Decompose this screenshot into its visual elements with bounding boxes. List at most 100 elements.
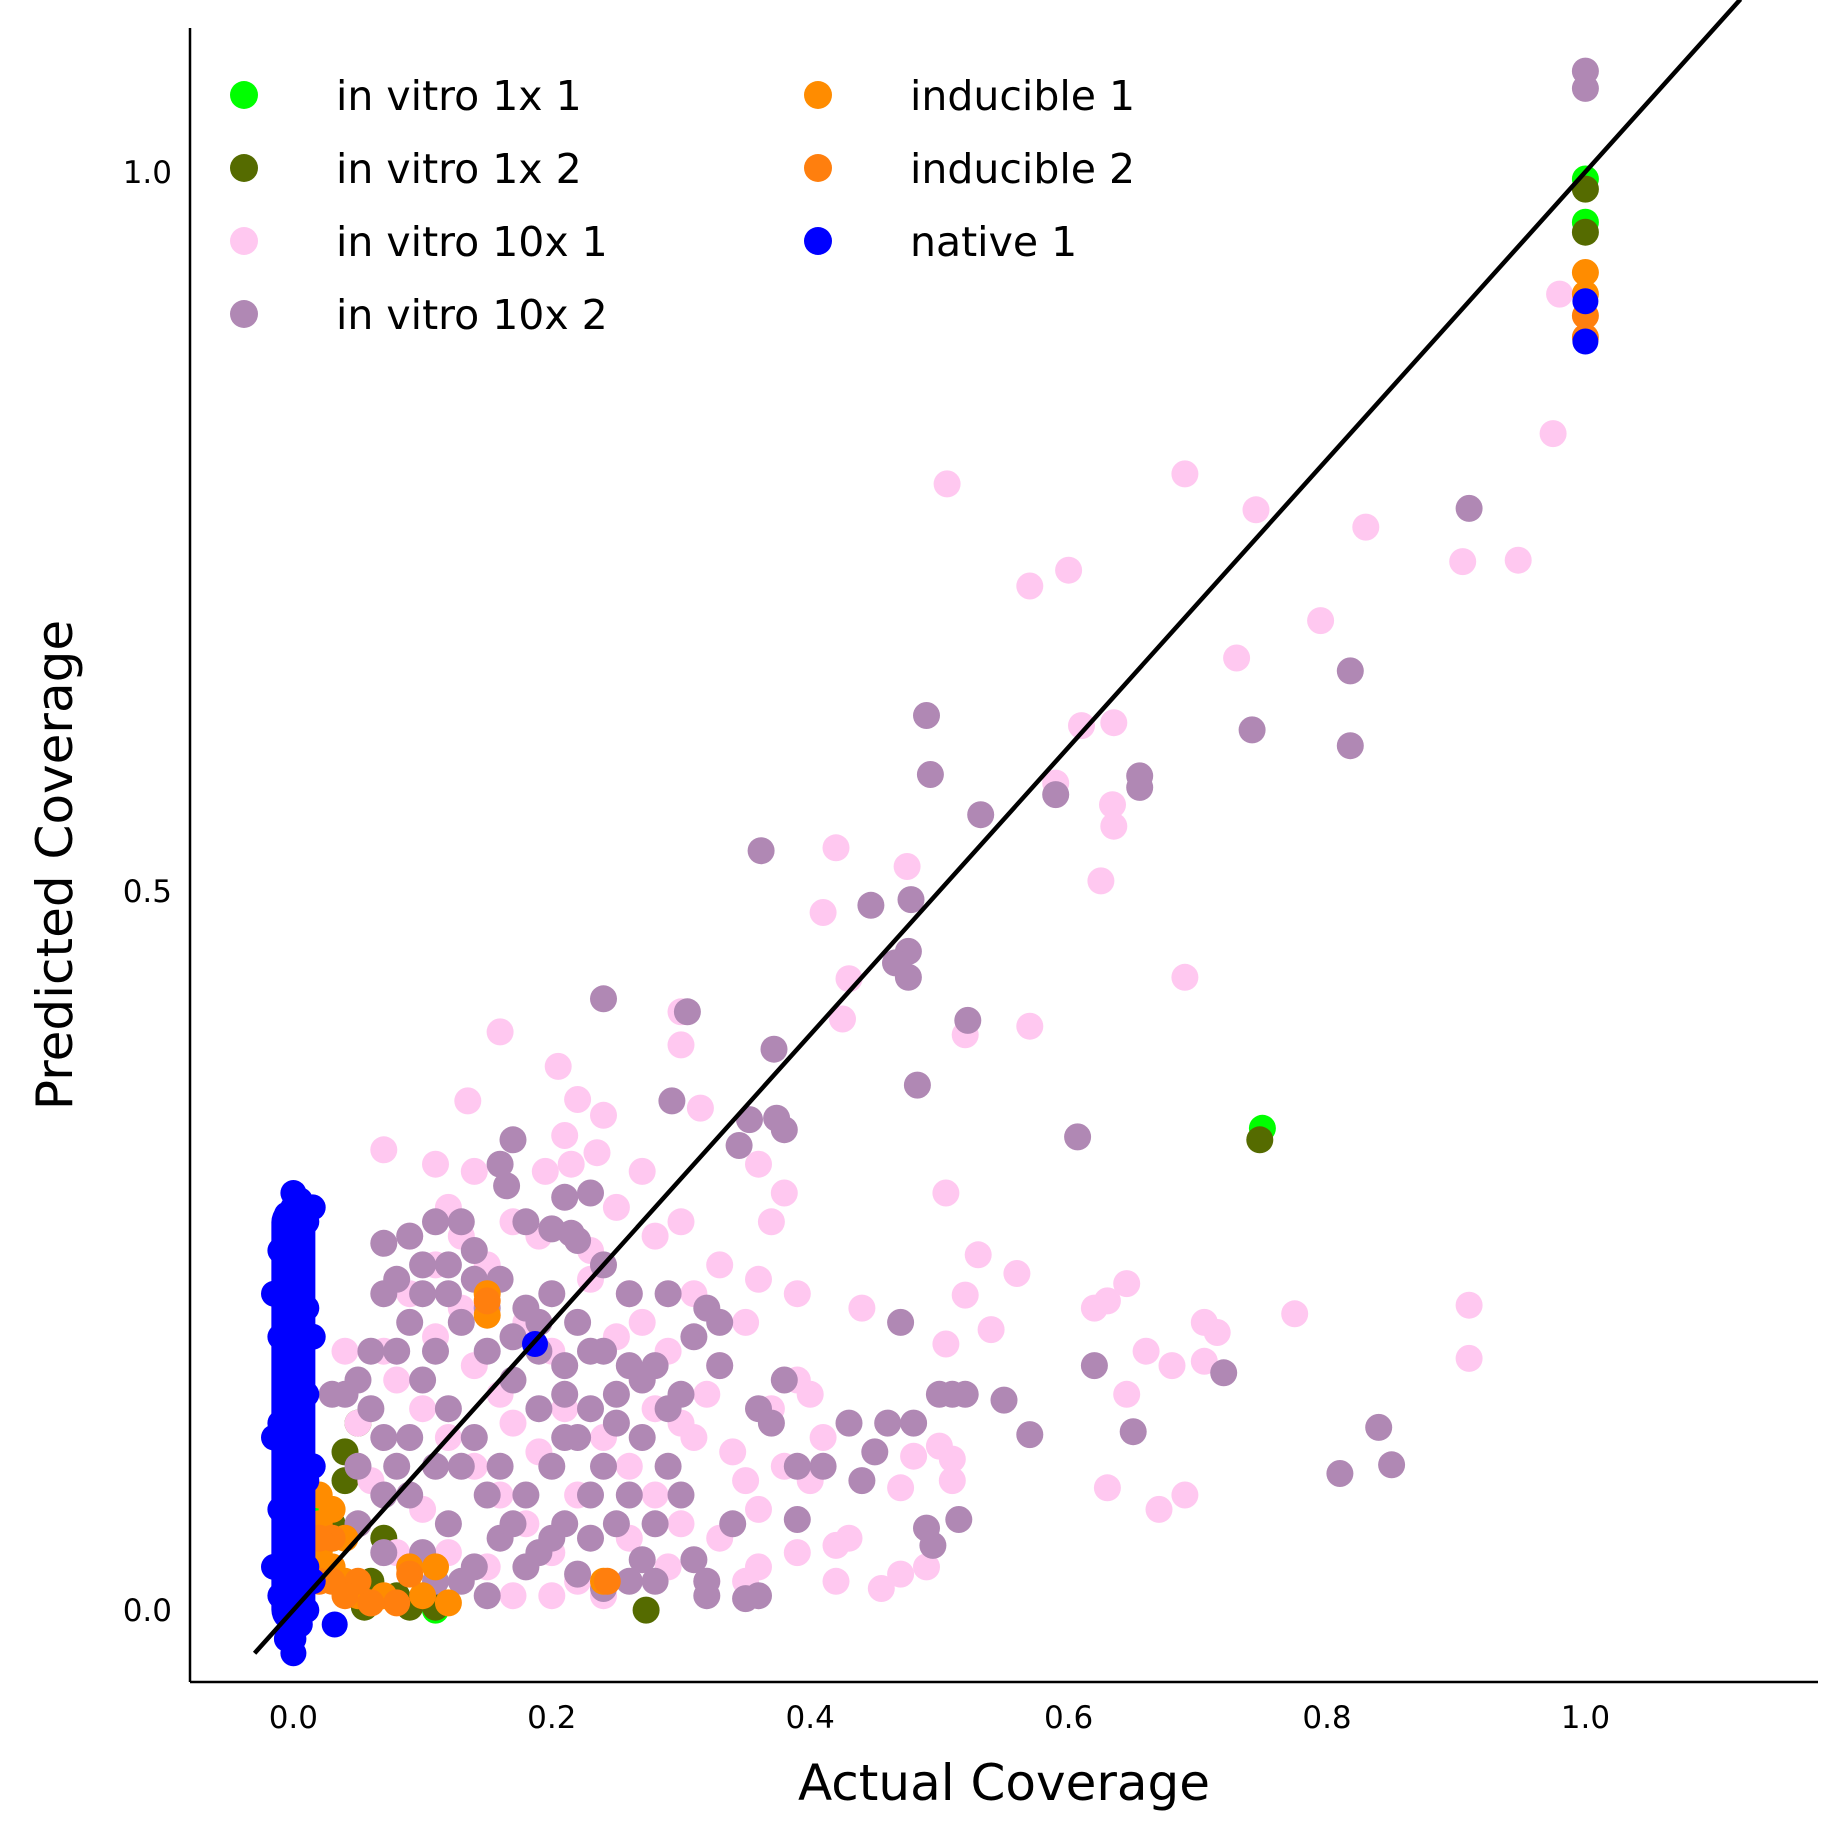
data-point (557, 1150, 585, 1178)
data-point (1016, 1012, 1044, 1040)
data-point (1307, 607, 1335, 635)
data-point (725, 1132, 753, 1159)
data-point (861, 1438, 889, 1466)
data-point (331, 1337, 359, 1365)
data-point (628, 1424, 656, 1451)
data-point (370, 1229, 398, 1257)
data-point (1571, 259, 1599, 286)
data-point (577, 1179, 604, 1207)
data-point (1068, 712, 1095, 740)
data-point (680, 1323, 708, 1351)
data-point (938, 1467, 966, 1495)
data-point (1003, 1260, 1031, 1287)
legend-marker (230, 227, 258, 255)
data-point (422, 1553, 449, 1581)
data-point (874, 1409, 902, 1437)
data-point (551, 1352, 579, 1380)
data-point (396, 1424, 424, 1451)
reference-line-group (252, 0, 1743, 1655)
data-point (1504, 546, 1532, 574)
data-point (321, 1611, 348, 1638)
data-point (409, 1251, 437, 1279)
data-point (493, 1172, 521, 1200)
legend-marker (804, 154, 832, 182)
data-point (1352, 513, 1380, 541)
tick-labels: 0.0 0.2 0.4 0.6 0.8 1.0 0.0 0.5 1.0 (123, 155, 1610, 1736)
data-point (615, 1481, 643, 1509)
data-point (396, 1222, 424, 1250)
data-point (564, 1308, 592, 1336)
data-point (551, 1380, 579, 1408)
data-point (499, 1323, 527, 1351)
data-point (512, 1208, 540, 1236)
legend-marker (230, 81, 258, 109)
data-point (1042, 781, 1070, 809)
data-point (460, 1237, 488, 1264)
legend-label: native 1 (910, 218, 1077, 266)
legend-label: inducible 2 (910, 145, 1135, 193)
data-point (593, 1567, 621, 1595)
data-points (261, 57, 1599, 1667)
legend: in vitro 1x 1 in vitro 1x 2 in vitro 10x 1… (230, 72, 1135, 339)
legend-marker (230, 154, 258, 182)
data-point (486, 1018, 514, 1046)
data-point (538, 1452, 566, 1480)
data-point (706, 1308, 734, 1336)
data-point (1171, 460, 1199, 488)
data-point (1113, 1270, 1141, 1298)
data-point (615, 1352, 643, 1380)
data-point (460, 1424, 488, 1451)
data-point (473, 1582, 501, 1610)
legend-label: in vitro 1x 2 (336, 145, 582, 193)
data-point (1100, 812, 1128, 840)
data-point (473, 1287, 501, 1315)
data-point (667, 1510, 695, 1538)
legend-marker (230, 300, 258, 328)
data-point (357, 1395, 385, 1423)
data-point (344, 1452, 372, 1480)
data-point (499, 1510, 527, 1538)
data-point (1546, 280, 1574, 308)
data-point (1158, 1352, 1186, 1380)
data-point (745, 1495, 772, 1523)
data-point (383, 1452, 411, 1480)
data-point (822, 1567, 850, 1595)
data-point (783, 1506, 811, 1533)
data-point (396, 1481, 424, 1509)
data-point (273, 1625, 300, 1652)
data-point (383, 1265, 411, 1293)
data-point (1572, 328, 1599, 355)
data-point (422, 1452, 449, 1480)
data-point (1132, 1337, 1160, 1365)
data-point (434, 1589, 462, 1617)
data-point (809, 1424, 837, 1451)
data-point (271, 1200, 316, 1632)
x-tick-label: 0.8 (1302, 1700, 1351, 1736)
data-point (590, 1101, 617, 1129)
data-point (913, 702, 940, 729)
data-point (641, 1481, 669, 1509)
data-point (1080, 1352, 1108, 1380)
data-point (1378, 1451, 1406, 1479)
data-point (667, 1031, 695, 1059)
data-point (1365, 1413, 1393, 1441)
data-point (583, 1139, 611, 1167)
data-point (422, 1337, 449, 1365)
data-point (1145, 1495, 1173, 1523)
data-point (1539, 420, 1567, 448)
x-tick-label: 0.2 (527, 1700, 576, 1736)
data-point (1449, 548, 1477, 576)
data-point (1455, 1291, 1483, 1319)
data-point (1238, 716, 1266, 744)
data-point (938, 1380, 966, 1408)
data-point (1016, 1421, 1044, 1449)
data-point (641, 1510, 669, 1538)
data-point (932, 1179, 960, 1207)
data-point (783, 1452, 811, 1480)
axes (188, 28, 1818, 1684)
data-point (1093, 1287, 1121, 1315)
legend-label: in vitro 10x 2 (336, 291, 608, 339)
data-point (964, 1241, 992, 1269)
data-point (434, 1510, 462, 1538)
data-point (486, 1452, 514, 1480)
